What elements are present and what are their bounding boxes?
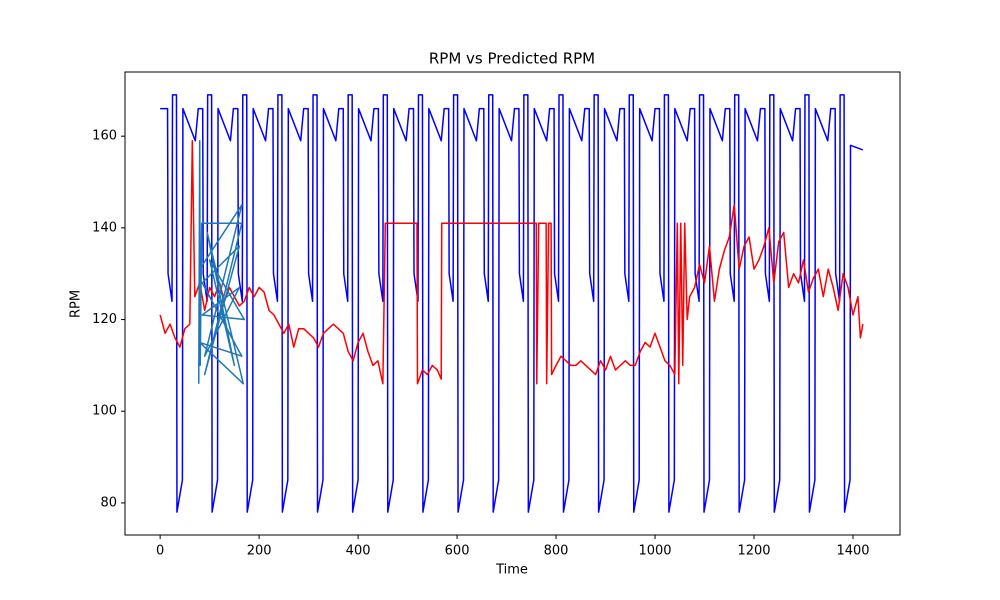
x-tick-label: 1200 bbox=[737, 544, 770, 559]
y-tick-label: 80 bbox=[100, 495, 117, 510]
x-tick-label: 600 bbox=[445, 544, 470, 559]
x-tick-label: 1400 bbox=[836, 544, 869, 559]
y-tick-label: 140 bbox=[92, 220, 117, 235]
x-tick-label: 200 bbox=[247, 544, 272, 559]
y-tick-label: 160 bbox=[92, 129, 117, 144]
x-axis-label: Time bbox=[495, 563, 528, 578]
x-tick-label: 1000 bbox=[638, 544, 671, 559]
x-tick-label: 0 bbox=[156, 544, 164, 559]
x-tick-label: 800 bbox=[544, 544, 569, 559]
y-axis-label: RPM bbox=[69, 290, 84, 318]
plot-area bbox=[159, 94, 864, 513]
y-tick-label: 120 bbox=[92, 312, 117, 327]
series-line bbox=[160, 94, 864, 513]
axes-frame bbox=[124, 71, 901, 536]
x-tick-label: 400 bbox=[346, 544, 371, 559]
series-line bbox=[159, 140, 864, 385]
series-line bbox=[197, 140, 246, 385]
chart-title: RPM vs Predicted RPM bbox=[429, 50, 595, 68]
y-tick-label: 100 bbox=[92, 404, 117, 419]
